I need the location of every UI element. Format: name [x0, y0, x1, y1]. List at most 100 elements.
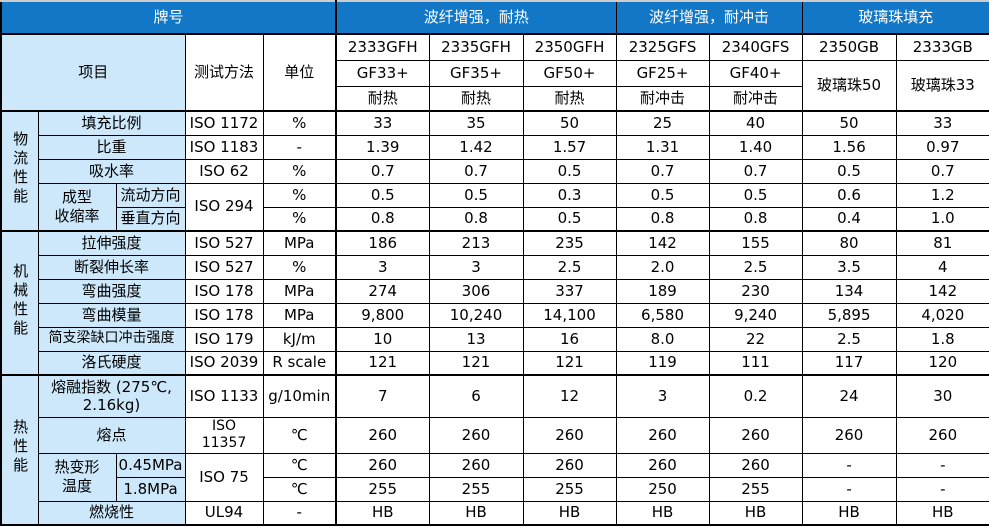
- value-cell: 0.5: [708, 182, 803, 208]
- value-cell: 9,800: [335, 302, 430, 328]
- value-cell: HB: [522, 500, 617, 526]
- value-cell: 10,240: [428, 302, 524, 328]
- value-cell: 12: [522, 374, 617, 418]
- value-cell: 235: [522, 230, 617, 256]
- value-cell: 260: [801, 416, 897, 454]
- value-cell: 255: [708, 476, 803, 502]
- value-cell: 0.5: [801, 158, 897, 184]
- grade-desc: GF35+: [428, 59, 524, 87]
- value-cell: 134: [801, 278, 897, 304]
- value-cell: 1.8: [895, 326, 989, 352]
- value-cell: 0.7: [895, 158, 989, 184]
- value-cell: 274: [335, 278, 430, 304]
- grade-desc: 耐热: [335, 85, 430, 112]
- value-cell: 186: [335, 230, 430, 256]
- property-label: 燃烧性: [37, 500, 186, 526]
- table-row: 热性能 熔融指数 (275℃, 2.16kg) ISO 1133 g/10min…: [0, 374, 989, 526]
- value-cell: 0.7: [428, 158, 524, 184]
- property-label: 洛氏硬度: [37, 350, 186, 376]
- value-cell: 0.5: [615, 182, 710, 208]
- table-row: 吸水率 ISO 62 % 0.7 0.7 0.5 0.7 0.7 0.5 0.7: [1, 158, 989, 184]
- value-cell: 0.6: [801, 182, 897, 208]
- value-cell: 2.5: [708, 254, 803, 280]
- value-cell: 3: [615, 374, 710, 418]
- value-cell: 121: [335, 350, 430, 376]
- value-cell: 1.57: [522, 134, 617, 160]
- value-cell: 1.0: [895, 206, 989, 232]
- value-cell: HB: [428, 500, 524, 526]
- value-cell: 8.0: [615, 326, 710, 352]
- value-cell: 33: [335, 110, 430, 136]
- value-cell: 6,580: [615, 302, 710, 328]
- value-cell: HB: [708, 500, 803, 526]
- value-cell: 260: [522, 416, 617, 454]
- value-cell: 5,895: [801, 302, 897, 328]
- grade-header: 2350GFH: [522, 33, 617, 61]
- value-cell: HB: [615, 500, 710, 526]
- value-cell: 3: [428, 254, 524, 280]
- property-label: 弯曲模量: [37, 302, 186, 328]
- value-cell: 260: [615, 452, 710, 478]
- value-cell: HB: [335, 500, 430, 526]
- value-cell: 50: [801, 110, 897, 136]
- table-row: 项目 测试方法 单位 2333GFH 2335GFH 2350GFH 2325G…: [0, 33, 989, 112]
- unit-cell: MPa: [262, 302, 337, 328]
- grade-header: 2333GB: [895, 33, 989, 61]
- table-row: 成型 收缩率 流动方向 ISO 294 % 0.5 0.5 0.3 0.5 0.…: [1, 182, 989, 232]
- method-cell: ISO 1172: [184, 110, 264, 136]
- unit-cell: %: [262, 254, 337, 280]
- method-cell: ISO 2039: [184, 350, 264, 376]
- property-sublabel: 垂直方向: [115, 206, 186, 232]
- item-header: 项目: [0, 33, 186, 112]
- method-cell: ISO 1183: [184, 134, 264, 160]
- grade-desc: 耐热: [522, 85, 617, 112]
- grade-header: 2335GFH: [428, 33, 524, 61]
- grade-desc: GF50+: [522, 59, 617, 87]
- table-row: GF33+ GF35+ GF50+ GF25+ GF40+ 玻璃珠50 玻璃珠3…: [1, 59, 989, 112]
- table-row: 1.8MPa ℃ 255 255 255 250 255 - -: [1, 476, 989, 502]
- property-label: 拉伸强度: [37, 230, 186, 256]
- method-cell: ISO 11357: [184, 416, 264, 454]
- table-row: 简支梁缺口冲击强度 ISO 179 kJ/m 10 13 16 8.0 22 2…: [1, 326, 989, 352]
- value-cell: 260: [522, 452, 617, 478]
- brand-header: 牌号: [0, 0, 337, 35]
- table-row: 断裂伸长率 ISO 527 % 3 3 2.5 2.0 2.5 3.5 4: [1, 254, 989, 280]
- value-cell: 0.5: [335, 182, 430, 208]
- unit-cell: MPa: [262, 230, 337, 256]
- value-cell: 260: [335, 416, 430, 454]
- table-row: 熔点 ISO 11357 ℃ 260 260 260 260 260 260 2…: [1, 416, 989, 454]
- method-cell: ISO 178: [184, 302, 264, 328]
- grade-desc: GF25+: [615, 59, 710, 87]
- value-cell: 121: [428, 350, 524, 376]
- value-cell: 1.39: [335, 134, 430, 160]
- value-cell: 255: [522, 476, 617, 502]
- table-row: 弯曲强度 ISO 178 MPa 274 306 337 189 230 134…: [1, 278, 989, 304]
- value-cell: 0.2: [708, 374, 803, 418]
- value-cell: 255: [335, 476, 430, 502]
- value-cell: 30: [895, 374, 989, 418]
- value-cell: 0.8: [615, 206, 710, 232]
- grade-header: 2350GB: [801, 33, 897, 61]
- property-label: 简支梁缺口冲击强度: [37, 326, 186, 352]
- value-cell: 142: [895, 278, 989, 304]
- grade-desc: GF40+: [708, 59, 803, 87]
- unit-cell: -: [262, 134, 337, 160]
- value-cell: 2.0: [615, 254, 710, 280]
- method-header: 测试方法: [184, 33, 264, 112]
- unit-cell: -: [262, 500, 337, 526]
- value-cell: 0.3: [522, 182, 617, 208]
- value-cell: 255: [428, 476, 524, 502]
- value-cell: 119: [615, 350, 710, 376]
- group-header-glass-bead: 玻璃珠填充: [801, 0, 989, 35]
- grade-desc: 耐热: [428, 85, 524, 112]
- property-group-label: 成型 收缩率: [37, 182, 117, 232]
- property-label: 比重: [37, 134, 186, 160]
- unit-cell: kJ/m: [262, 326, 337, 352]
- unit-cell: %: [262, 182, 337, 208]
- unit-cell: %: [262, 158, 337, 184]
- method-cell: ISO 527: [184, 254, 264, 280]
- value-cell: 250: [615, 476, 710, 502]
- value-cell: -: [801, 476, 897, 502]
- unit-cell: g/10min: [262, 374, 337, 418]
- method-cell: ISO 294: [184, 182, 264, 232]
